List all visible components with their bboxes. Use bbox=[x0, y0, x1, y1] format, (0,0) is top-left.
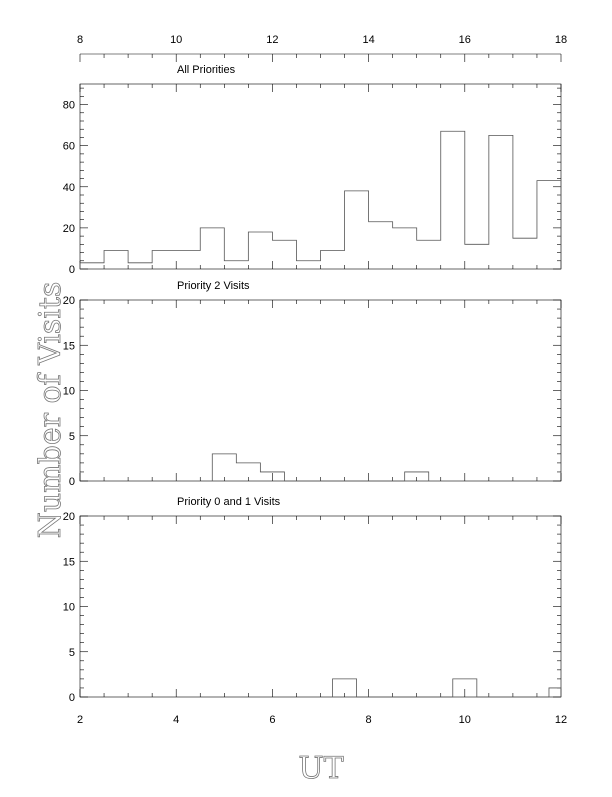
x-tick-label: 14 bbox=[362, 34, 374, 46]
y-tick-label: 0 bbox=[69, 476, 75, 488]
x-tick-label: 10 bbox=[170, 34, 182, 46]
panel-3: 0 5 10 15 20 2 4 6 8 10 12 Priority 0 and 1 Visits bbox=[63, 496, 567, 726]
histogram-steps bbox=[332, 678, 562, 698]
y-tick-label: 20 bbox=[63, 223, 75, 235]
x-tick-label: 8 bbox=[77, 34, 83, 46]
histogram-steps bbox=[211, 453, 430, 482]
y-tick-label: 40 bbox=[63, 182, 75, 194]
panel-2: 0 5 10 15 20 Priority 2 Visits bbox=[63, 280, 562, 488]
y-tick-label: 20 bbox=[63, 511, 75, 523]
y-axis-label: Number of Visits bbox=[33, 282, 68, 539]
y-tick-label: 0 bbox=[69, 264, 75, 276]
y-tick-label: 10 bbox=[63, 386, 75, 398]
x-tick-label: 2 bbox=[77, 714, 83, 726]
x-tick-label: 12 bbox=[555, 714, 567, 726]
x-tick-label: 6 bbox=[269, 714, 275, 726]
panel-title: Priority 0 and 1 Visits bbox=[177, 496, 281, 508]
x-tick-label: 8 bbox=[366, 714, 372, 726]
y-tick-label: 15 bbox=[63, 556, 75, 568]
x-tick-label: 4 bbox=[173, 714, 179, 726]
panel-title: Priority 2 Visits bbox=[177, 280, 250, 292]
y-tick-label: 5 bbox=[69, 647, 75, 659]
y-tick-label: 0 bbox=[69, 692, 75, 704]
panel-1: 0 20 40 60 80 8 10 12 14 16 18 All Priorities bbox=[63, 34, 567, 276]
x-axis-label: UT bbox=[298, 751, 343, 786]
x-tick-label: 18 bbox=[555, 34, 567, 46]
y-tick-label: 15 bbox=[63, 340, 75, 352]
plot-frame bbox=[79, 515, 562, 698]
y-tick-label: 80 bbox=[63, 100, 75, 112]
plot-frame bbox=[79, 299, 562, 482]
y-tick-label: 10 bbox=[63, 602, 75, 614]
panel-title: All Priorities bbox=[177, 64, 236, 76]
x-tick-label: 10 bbox=[459, 714, 471, 726]
y-tick-label: 20 bbox=[63, 295, 75, 307]
x-tick-label: 16 bbox=[459, 34, 471, 46]
y-tick-label: 60 bbox=[63, 141, 75, 153]
x-tick-label: 12 bbox=[266, 34, 278, 46]
y-tick-label: 5 bbox=[69, 431, 75, 443]
histogram-steps bbox=[79, 130, 562, 269]
